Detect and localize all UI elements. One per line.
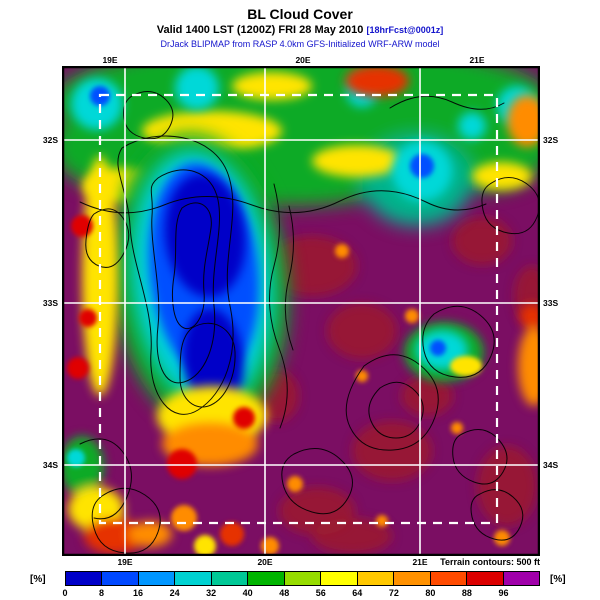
axis-label: 33S	[543, 298, 559, 308]
colorbar-cell	[503, 572, 540, 585]
colorbar-cell	[357, 572, 395, 585]
axis-label: 20E	[295, 55, 311, 65]
cloud-cover-map-image	[62, 66, 540, 556]
colorbar-tick-label: 72	[388, 588, 399, 598]
colorbar-cell	[394, 572, 431, 585]
forecast-tag: [18hrFcst@0001z]	[366, 25, 444, 35]
axis-label: 19E	[117, 557, 133, 567]
colorbar-tick-label: 88	[461, 588, 472, 598]
axis-label: 34S	[543, 460, 559, 470]
colorbar-tick-label: 32	[206, 588, 217, 598]
axis-label: 33S	[42, 298, 58, 308]
colorbar-cell	[248, 572, 285, 585]
colorbar-cell	[284, 572, 322, 585]
mottled-red-areas	[112, 217, 540, 554]
colorbar-tick-label: 8	[99, 588, 105, 598]
terrain-note: Terrain contours: 500 ft	[440, 557, 540, 567]
map-border	[62, 66, 540, 556]
axis-label: 32S	[543, 135, 559, 145]
axis-label: 21E	[412, 557, 428, 567]
latlon-grid	[62, 66, 540, 556]
model-info-line: DrJack BLIPMAP from RASP 4.0km GFS-Initi…	[160, 39, 440, 49]
colorbar-cell	[211, 572, 249, 585]
axis-label: 32S	[42, 135, 58, 145]
axis-label: 19E	[102, 55, 118, 65]
colorbar-cell	[467, 572, 504, 585]
colorbar-unit-right: [%]	[550, 574, 566, 585]
colorbar-tick-label: 16	[133, 588, 144, 598]
page-title: BL Cloud Cover	[247, 6, 353, 22]
colorbar-cell	[175, 572, 212, 585]
colorbar-tick-label: 96	[498, 588, 509, 598]
colorbar-cell	[66, 572, 103, 585]
axis-label: 34S	[42, 460, 58, 470]
colorbar-tick-label: 56	[315, 588, 326, 598]
valid-time-text: Valid 1400 LST (1200Z) FRI 28 May 2010	[156, 24, 364, 36]
colorbar-tick-label: 0	[62, 588, 68, 598]
colorbar-tick-label: 24	[169, 588, 180, 598]
colorbar-tick-label: 40	[242, 588, 253, 598]
colorbar-cell	[102, 572, 139, 585]
colorbar-cell	[321, 572, 358, 585]
colorbar-tick-label: 48	[279, 588, 290, 598]
cloud-cover-map	[62, 66, 540, 556]
colorbar	[65, 571, 540, 586]
colorbar-unit-left: [%]	[30, 574, 46, 585]
axis-label: 20E	[257, 557, 273, 567]
terrain-contours	[79, 91, 540, 554]
colorbar-tick-label: 64	[352, 588, 363, 598]
colorbar-tick-label: 80	[425, 588, 436, 598]
valid-time-line: Valid 1400 LST (1200Z) FRI 28 May 2010 […	[0, 24, 600, 36]
dashed-inset-boundary	[98, 93, 499, 525]
colorbar-cell	[430, 572, 468, 585]
axis-label: 21E	[469, 55, 485, 65]
colorbar-cell	[138, 572, 176, 585]
